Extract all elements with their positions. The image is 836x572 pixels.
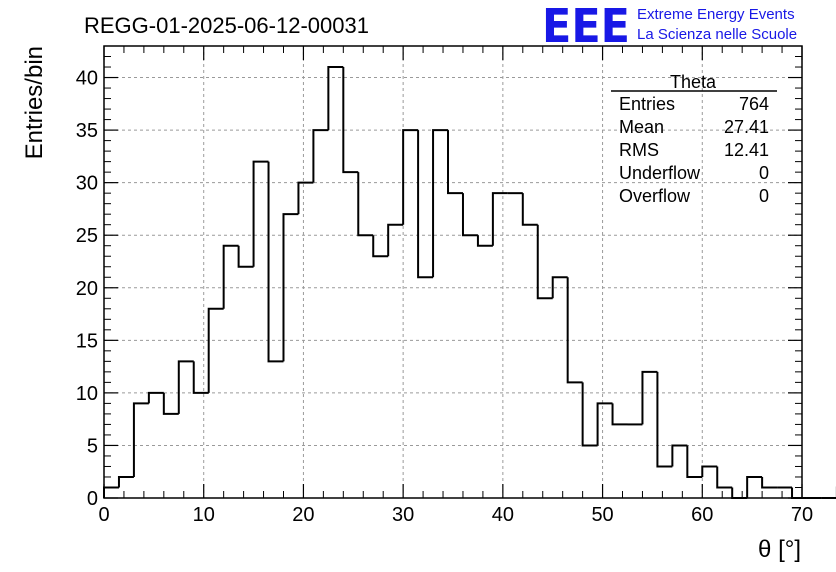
histogram-bin <box>716 466 733 489</box>
stats-row-label: Overflow <box>619 186 691 206</box>
histogram-bin <box>297 181 314 215</box>
histogram-bin <box>162 392 179 415</box>
histogram-bin <box>447 130 463 195</box>
x-tick-label: 0 <box>98 504 109 526</box>
stats-row-value: 27.41 <box>724 117 769 137</box>
histogram-bin <box>357 172 374 237</box>
histogram-bin <box>701 465 718 477</box>
y-tick-label: 0 <box>87 488 98 510</box>
y-tick-label: 30 <box>76 173 98 195</box>
histogram-bin <box>267 161 284 363</box>
histogram-bin <box>222 244 239 309</box>
histogram-bin <box>641 370 658 425</box>
eee-logo: EEE Extreme Energy Events La Scienza nel… <box>542 0 797 53</box>
histogram-bin <box>551 276 568 299</box>
y-tick-label: 10 <box>76 383 98 405</box>
stats-title: Theta <box>670 72 717 92</box>
histogram-bin <box>596 402 613 446</box>
histogram-bin <box>207 307 224 393</box>
histogram-bin <box>147 391 164 404</box>
stats-row-value: 764 <box>739 94 769 114</box>
axis-ticks <box>103 45 803 499</box>
x-tick-label: 10 <box>193 504 215 526</box>
stats-row-label: Underflow <box>619 163 701 183</box>
stats-rows: Entries 764 Mean 27.41 RMS 12.41 Underflow 0 Ove… <box>619 94 769 206</box>
histogram-bin <box>671 444 688 467</box>
grid <box>104 46 802 498</box>
histogram-bin <box>536 224 553 300</box>
x-tick-label: 70 <box>791 504 813 526</box>
histogram-bin <box>402 129 419 225</box>
histogram-bin <box>342 67 359 174</box>
x-tick-label: 50 <box>591 504 613 526</box>
stats-row-value: 0 <box>759 163 769 183</box>
histogram-bin <box>656 371 673 468</box>
stats-row-value: 0 <box>759 186 769 206</box>
histogram-bin <box>237 245 254 268</box>
y-tick-label: 35 <box>76 120 98 142</box>
histogram-bin <box>117 475 134 488</box>
histogram-bin <box>521 193 538 226</box>
x-tick-label: 30 <box>392 504 414 526</box>
histogram-bin <box>686 445 703 478</box>
stats-box: Theta Entries 764 Mean 27.41 RMS 12.41 Underfl… <box>611 72 777 206</box>
y-tick-label: 15 <box>76 330 98 352</box>
y-tick-label: 5 <box>87 435 98 457</box>
stats-row-label: Mean <box>619 117 664 137</box>
x-tick-label: 40 <box>492 504 514 526</box>
histogram-bin <box>491 192 508 246</box>
histogram-bin <box>566 277 583 384</box>
histogram-bin <box>461 193 478 237</box>
y-tick-label: 20 <box>76 278 98 300</box>
histogram-bin <box>192 361 209 394</box>
histogram-bin <box>611 403 628 426</box>
y-axis-label: Entries/bin <box>21 46 48 159</box>
histogram-bin <box>282 213 299 362</box>
x-axis-label: θ [°] <box>758 536 801 563</box>
stats-row-value: 12.41 <box>724 140 769 160</box>
stats-row-label: RMS <box>619 140 659 160</box>
histogram-bin <box>327 66 344 131</box>
histogram-bin <box>103 486 119 498</box>
x-tick-labels: 0 10 20 30 40 50 60 70 <box>98 504 813 526</box>
logo-line-1: Extreme Energy Events <box>637 6 795 23</box>
histogram-bins <box>103 66 836 499</box>
y-tick-labels: 0 5 10 15 20 25 30 35 40 <box>76 68 98 510</box>
histogram-bin <box>372 235 389 258</box>
plot-frame <box>103 45 803 499</box>
x-tick-label: 20 <box>292 504 314 526</box>
histogram-bin <box>746 475 763 498</box>
histogram-bin <box>791 487 807 499</box>
x-tick-label: 60 <box>691 504 713 526</box>
histogram-bin <box>387 223 404 257</box>
histogram-bin <box>177 360 194 414</box>
histogram-bin <box>312 129 329 183</box>
y-tick-label: 40 <box>76 68 98 90</box>
histogram-bin <box>417 130 434 279</box>
logo-line-2: La Scienza nelle Scuole <box>637 26 797 43</box>
histogram-bin <box>432 129 449 278</box>
histogram-bin <box>731 487 748 499</box>
stats-row-label: Entries <box>619 94 675 114</box>
histogram-bin <box>761 476 778 489</box>
logo-mark: EEE <box>542 0 630 53</box>
histogram-bin <box>132 402 149 477</box>
histogram-bin <box>476 235 493 247</box>
y-tick-label: 25 <box>76 225 98 247</box>
chart-title: REGG-01-2025-06-12-00031 <box>84 13 369 38</box>
histogram-bin <box>252 160 269 267</box>
histogram-bin <box>581 382 598 447</box>
